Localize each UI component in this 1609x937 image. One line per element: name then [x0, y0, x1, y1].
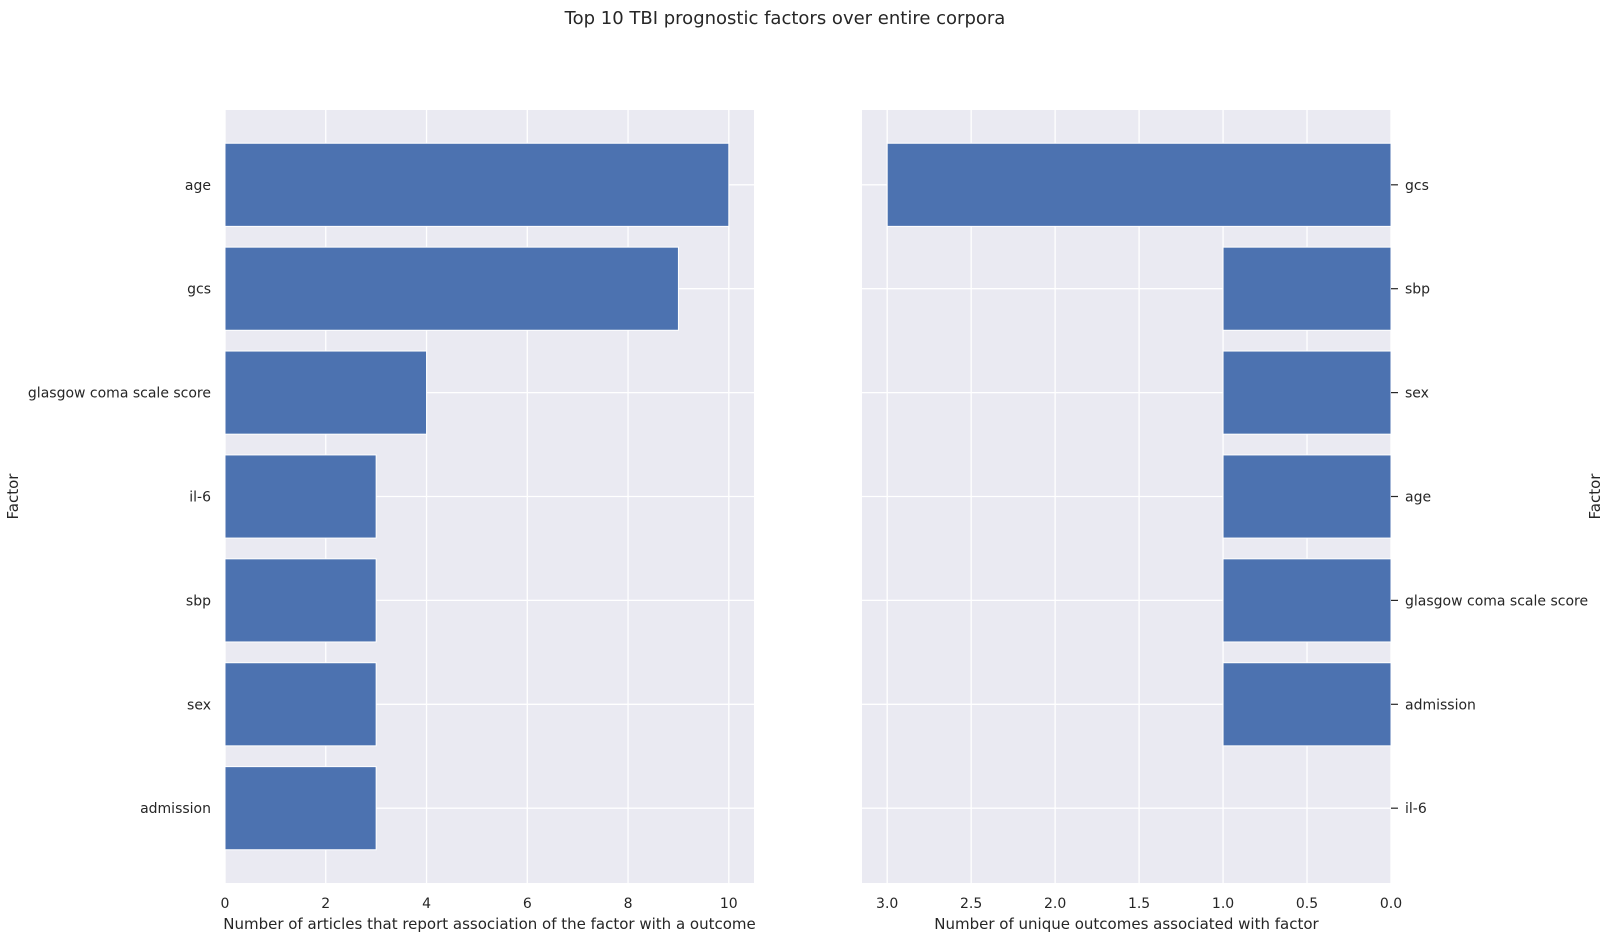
bar-age: [1222, 454, 1392, 539]
bar-gcs: [886, 142, 1392, 227]
y-axis-label: Factor: [4, 473, 22, 520]
y-tick-label: sex: [187, 697, 211, 713]
x-tick-label: 2.5: [960, 896, 982, 912]
y-tick-label: sbp: [1405, 282, 1430, 298]
bar-admission: [224, 766, 377, 851]
y-tick-label: gcs: [187, 282, 211, 298]
chart-left-articles: 0 2 4 6 8 10 age gcs glasgow coma scale score il-…: [4, 110, 756, 933]
x-tick-label: 1.0: [1212, 896, 1234, 912]
bar-gcs: [224, 246, 679, 331]
x-tick-label: 4: [422, 896, 431, 912]
x-tick-label: 10: [720, 896, 738, 912]
y-axis-label: Factor: [1586, 473, 1604, 520]
y-tick-label: gcs: [1405, 178, 1429, 194]
x-tick-label: 1.5: [1128, 896, 1150, 912]
y-tick-label: age: [1405, 490, 1431, 506]
figure-title: Top 10 TBI prognostic factors over entir…: [564, 8, 1006, 29]
x-axis-label: Number of unique outcomes associated wit…: [934, 915, 1319, 933]
y-tick-label: sex: [1405, 386, 1429, 402]
x-tick-label: 0: [221, 896, 230, 912]
bar-admission: [1222, 662, 1392, 747]
y-tick-label: il-6: [1405, 801, 1427, 817]
y-tick-label: glasgow coma scale score: [28, 386, 211, 402]
chart-right-outcomes: 3.0 2.5 2.0 1.5 1.0 0.5 0.0 gcs sbp sex age glasgow…: [862, 110, 1604, 933]
y-tick-label: age: [185, 178, 211, 194]
x-tick-label: 6: [523, 896, 532, 912]
y-tick-label: glasgow coma scale score: [1405, 593, 1588, 609]
x-tick-label: 3.0: [876, 896, 898, 912]
y-tick-label: admission: [1405, 697, 1476, 713]
y-tick-label: il-6: [189, 490, 211, 506]
bar-age: [224, 142, 730, 227]
bar-sex: [224, 662, 377, 747]
bar-sbp: [1222, 246, 1392, 331]
x-axis-label: Number of articles that report associati…: [223, 915, 756, 933]
x-tick-label: 0.5: [1296, 896, 1318, 912]
bar-sbp: [224, 558, 377, 643]
x-tick-label: 2: [321, 896, 330, 912]
y-tick-label: sbp: [186, 593, 211, 609]
bar-glasgow-coma-scale-score: [1222, 558, 1392, 643]
x-tick-label: 8: [624, 896, 633, 912]
x-tick-label: 0.0: [1380, 896, 1402, 912]
bar-il-6: [224, 454, 377, 539]
bar-glasgow-coma-scale-score: [224, 350, 428, 435]
y-tick-label: admission: [140, 801, 211, 817]
x-tick-label: 2.0: [1044, 896, 1066, 912]
bar-sex: [1222, 350, 1392, 435]
